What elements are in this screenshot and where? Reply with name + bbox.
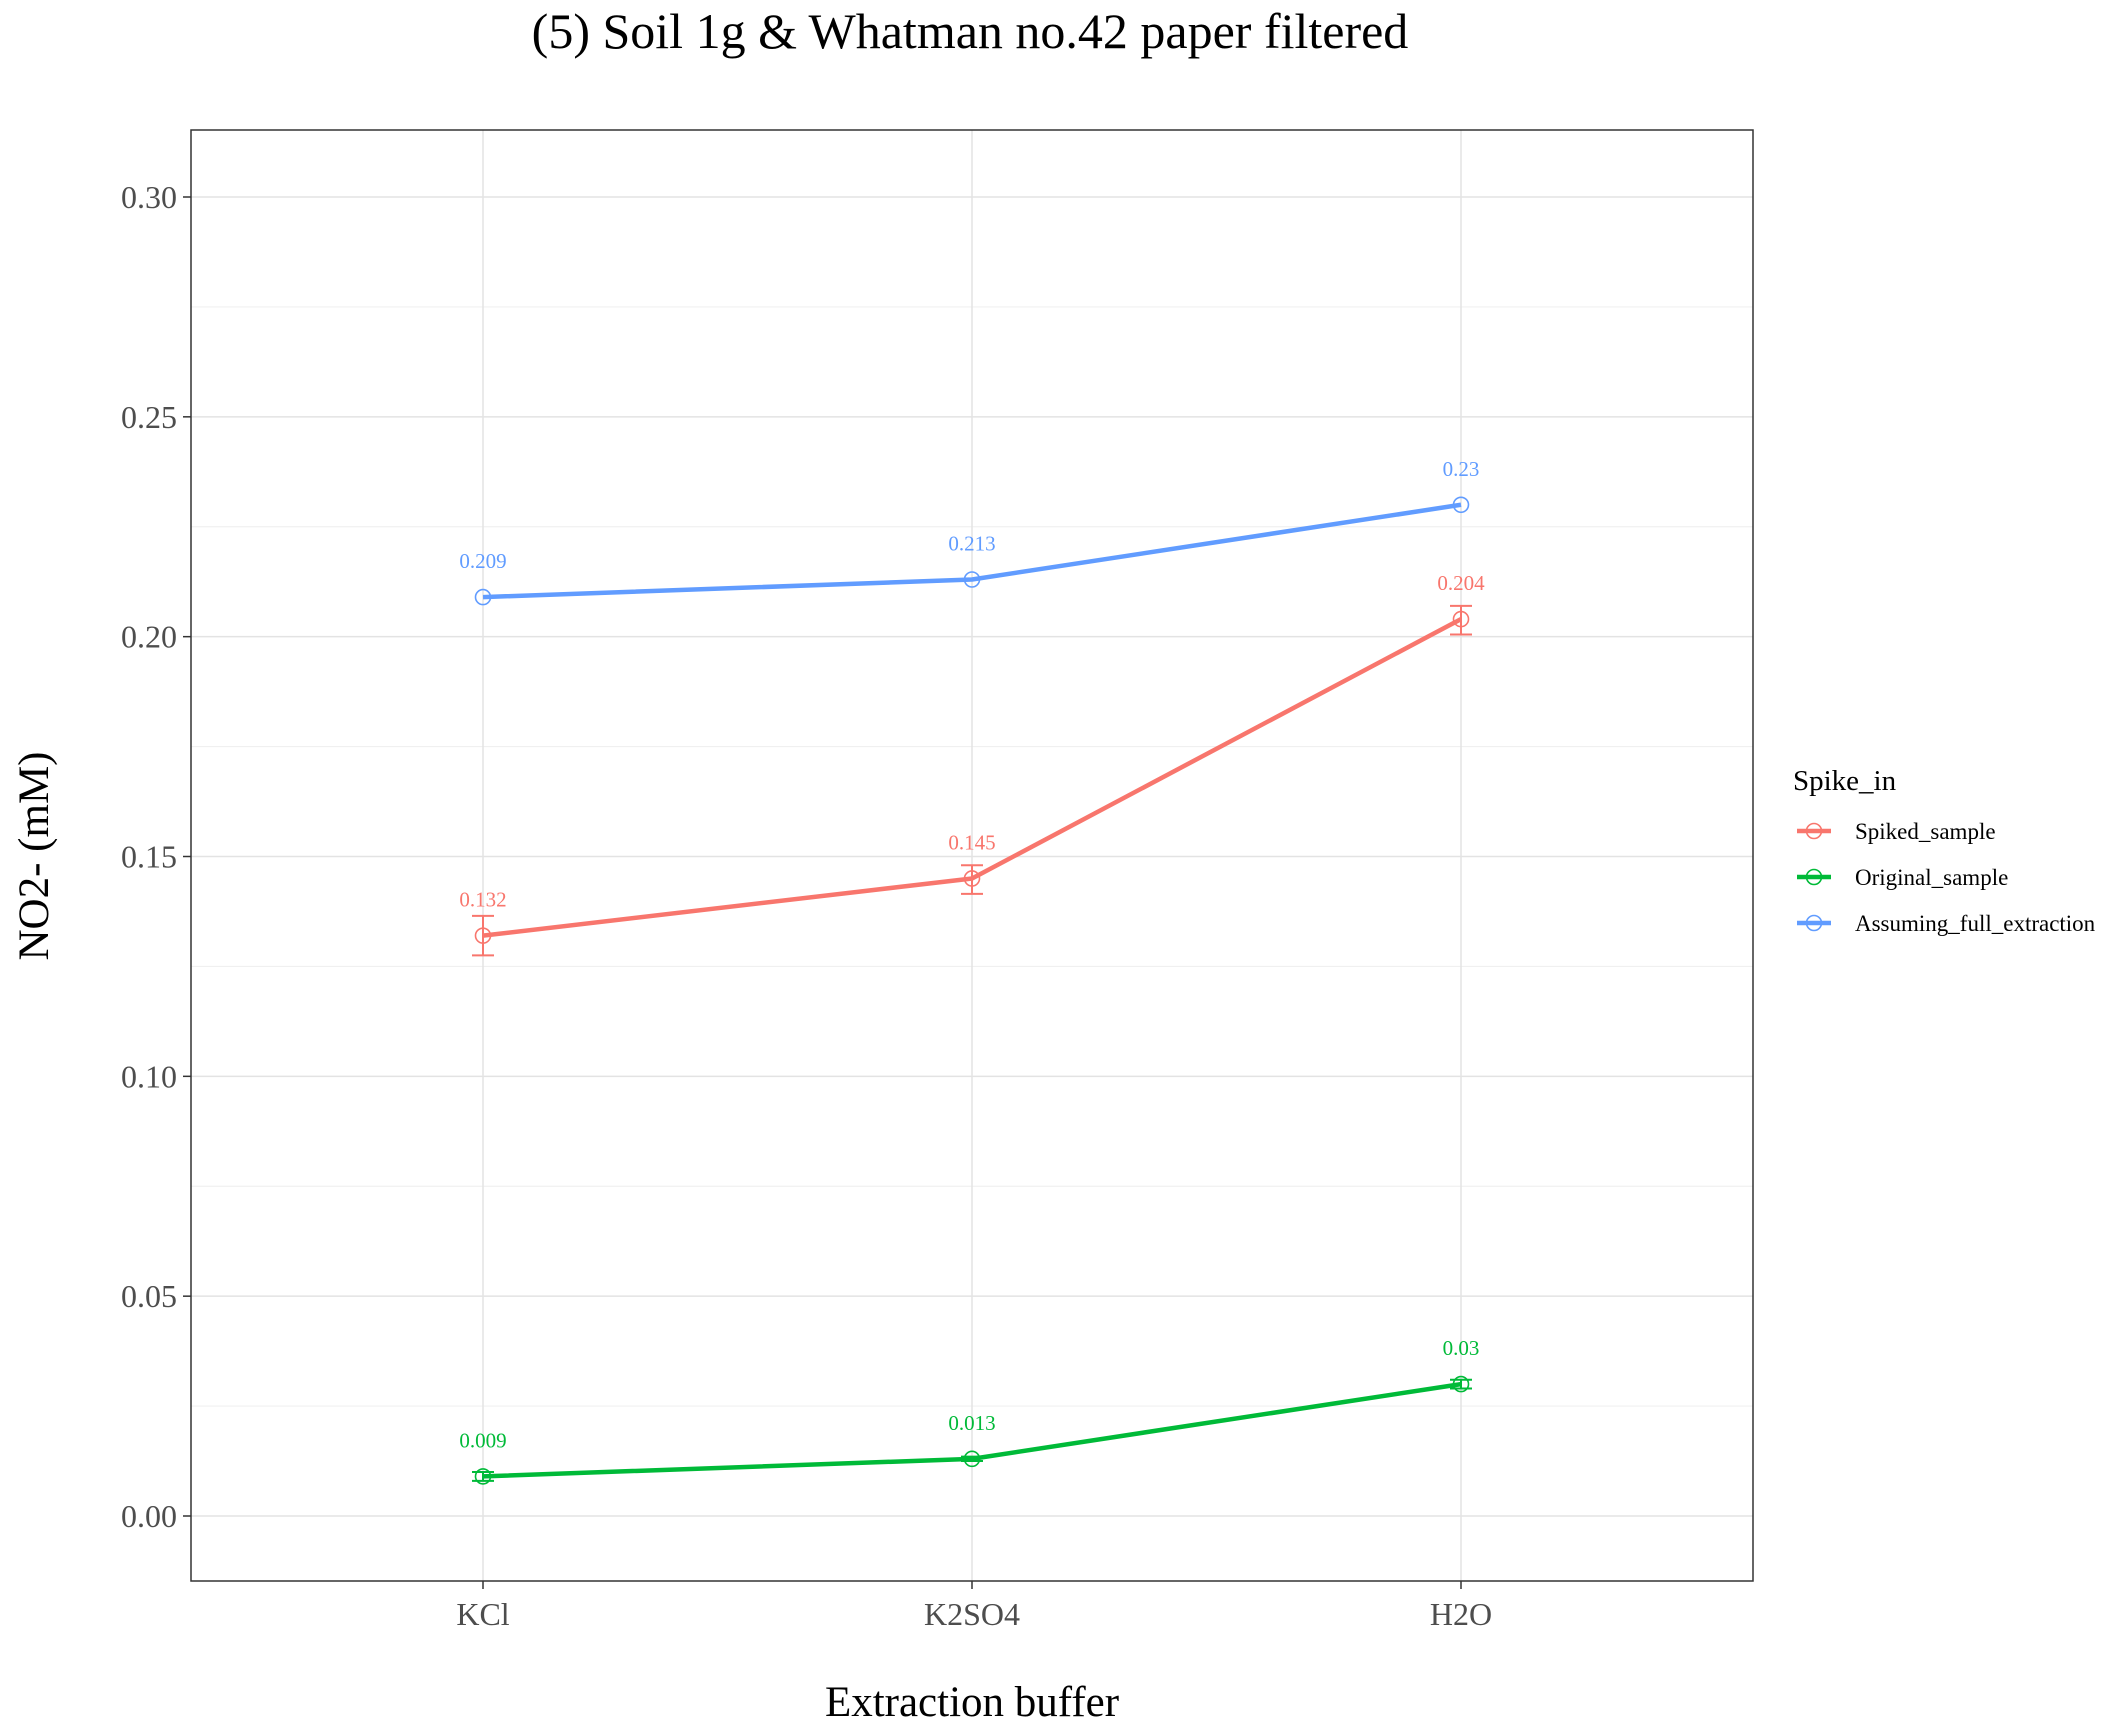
y-tick-label: 0.25 — [121, 399, 177, 435]
legend-key-point — [1805, 868, 1823, 886]
series-Spiked_sample — [472, 604, 1472, 957]
series-Assuming_full_extraction — [474, 496, 1470, 606]
legend-label: Original_sample — [1855, 865, 2008, 890]
y-axis-title: NO2- (mM) — [11, 752, 58, 961]
legend-key-point — [1805, 822, 1823, 840]
data-label: 0.204 — [1437, 571, 1485, 595]
legend-label: Spiked_sample — [1855, 819, 1996, 844]
series-Original_sample — [472, 1375, 1472, 1485]
data-point — [1452, 610, 1470, 628]
legend-label: Assuming_full_extraction — [1855, 911, 2096, 936]
x-axis: KCl K2SO4 H2O — [456, 1581, 1492, 1632]
series-layer — [472, 496, 1472, 1485]
y-axis: 0.00 0.05 0.10 0.15 0.20 0.25 0.30 — [121, 179, 191, 1534]
data-label: 0.013 — [948, 1411, 995, 1435]
x-tick-label: KCl — [456, 1596, 509, 1632]
y-tick-label: 0.30 — [121, 179, 177, 215]
y-tick-label: 0.15 — [121, 839, 177, 875]
x-axis-title: Extraction buffer — [825, 1679, 1119, 1726]
legend-item-Assuming_full_extraction: Assuming_full_extraction — [1797, 911, 2096, 936]
y-tick-label: 0.10 — [121, 1058, 177, 1094]
data-label: 0.009 — [459, 1428, 506, 1452]
data-point — [1452, 496, 1470, 514]
data-label: 0.209 — [459, 549, 506, 573]
data-label: 0.23 — [1443, 457, 1480, 481]
major-gridlines — [191, 130, 1753, 1581]
data-point — [474, 588, 492, 606]
x-tick-label: H2O — [1430, 1596, 1492, 1632]
series-line — [482, 502, 1462, 600]
x-tick-label: K2SO4 — [924, 1596, 1020, 1632]
data-point — [963, 870, 981, 887]
data-labels-layer: 0.132 0.145 0.204 0.009 0.013 0.03 0.209 0.213 0… — [459, 457, 1485, 1453]
legend: Spike_in Spiked_sample Original_sample Ass… — [1793, 765, 2096, 936]
y-tick-label: 0.20 — [121, 619, 177, 655]
data-label: 0.132 — [459, 888, 506, 912]
data-label: 0.03 — [1443, 1336, 1480, 1360]
data-point — [963, 1450, 981, 1468]
data-point — [474, 927, 492, 944]
chart-title: (5) Soil 1g & Whatman no.42 paper filter… — [532, 3, 1409, 59]
legend-item-Spiked_sample: Spiked_sample — [1797, 819, 1996, 844]
legend-title: Spike_in — [1793, 765, 1897, 797]
data-label: 0.213 — [948, 532, 995, 556]
data-point — [474, 1468, 492, 1485]
data-point — [963, 571, 981, 588]
data-label: 0.145 — [948, 830, 995, 854]
legend-item-Original_sample: Original_sample — [1797, 865, 2008, 890]
legend-key-point — [1805, 914, 1823, 932]
y-tick-label: 0.05 — [121, 1278, 177, 1314]
data-point — [1452, 1375, 1470, 1393]
y-tick-label: 0.00 — [121, 1498, 177, 1534]
